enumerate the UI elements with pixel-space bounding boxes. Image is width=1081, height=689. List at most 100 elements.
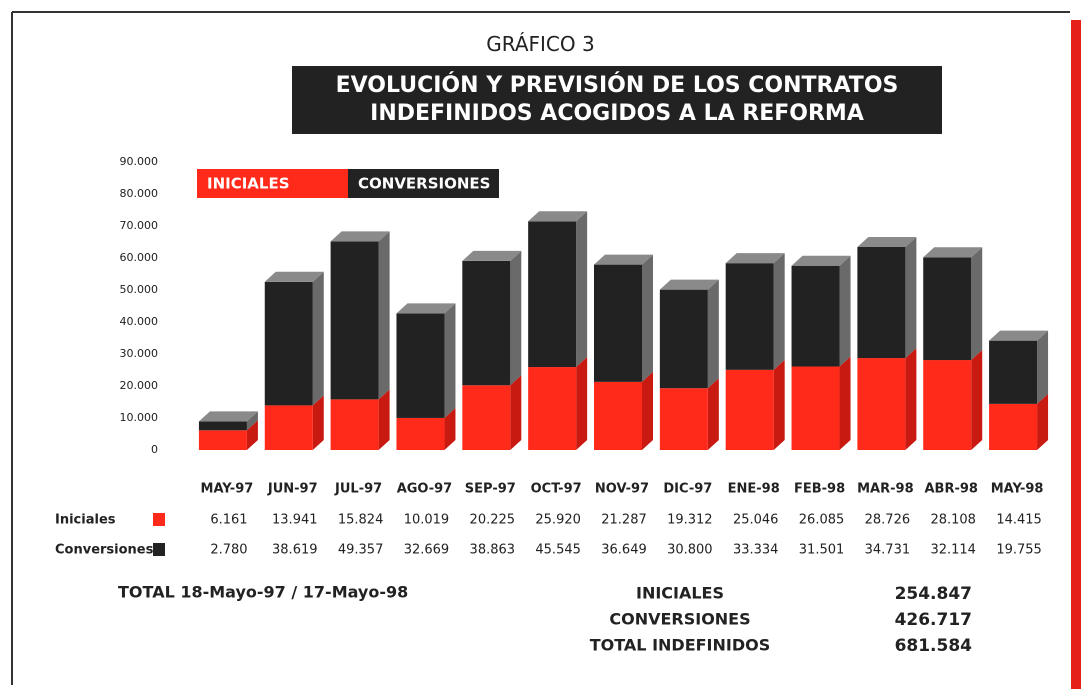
bar-side <box>312 271 324 406</box>
bar-side <box>971 350 983 450</box>
bar-side <box>378 231 390 400</box>
table-value: 25.920 <box>535 513 581 528</box>
bar <box>659 289 708 389</box>
bar-top <box>857 236 917 247</box>
x-tick-label: ENE-98 <box>728 482 780 497</box>
table-value: 33.334 <box>733 543 779 558</box>
bar <box>923 360 972 450</box>
table-value: 31.501 <box>799 543 845 558</box>
bar-side <box>642 254 653 382</box>
table-swatch <box>153 513 165 526</box>
bar <box>396 417 445 450</box>
bar-side <box>1037 393 1049 450</box>
y-tick-label: 30.000 <box>120 347 159 360</box>
x-tick-label: JUL-97 <box>334 482 382 497</box>
y-tick-label: 0 <box>151 443 158 456</box>
totals-value: 681.584 <box>895 636 973 656</box>
bar <box>198 430 247 450</box>
bar-side <box>510 250 522 386</box>
bar-top <box>330 231 390 242</box>
bar-top <box>594 254 653 265</box>
y-tick-label: 50.000 <box>120 283 159 296</box>
bar <box>923 257 972 361</box>
table-value: 19.312 <box>667 513 713 528</box>
x-tick-label: JUN-97 <box>267 482 318 497</box>
bar <box>725 369 774 450</box>
bar-side <box>378 389 390 450</box>
bar-side <box>707 279 719 389</box>
table-value: 15.824 <box>338 513 384 528</box>
bar-side <box>839 255 851 367</box>
table-value: 34.731 <box>865 543 911 558</box>
table-value: 21.287 <box>601 513 647 528</box>
table-value: 49.357 <box>338 543 384 558</box>
bar <box>264 405 313 450</box>
bar-top <box>396 303 456 314</box>
bar-side <box>642 371 653 450</box>
bar <box>462 260 511 386</box>
y-tick-label: 60.000 <box>120 251 159 264</box>
table-value: 13.941 <box>272 513 318 528</box>
table-value: 38.619 <box>272 543 318 558</box>
legend-label: INICIALES <box>207 175 290 193</box>
bar <box>330 241 379 400</box>
bar <box>725 263 774 370</box>
bar <box>857 246 906 359</box>
bar <box>791 366 840 450</box>
x-tick-label: MAR-98 <box>857 482 914 497</box>
legend-swatch <box>348 169 499 198</box>
table-value: 30.800 <box>667 543 713 558</box>
table-value: 28.726 <box>865 513 911 528</box>
bar-side <box>246 411 258 431</box>
bar-side <box>773 253 785 370</box>
x-tick-label: NOV-97 <box>595 482 649 497</box>
bar-side <box>971 247 983 361</box>
table-value: 38.863 <box>470 543 516 558</box>
table-swatch <box>153 543 165 556</box>
table-value: 2.780 <box>210 543 247 558</box>
y-tick-label: 90.000 <box>120 155 159 168</box>
bar-side <box>773 359 785 450</box>
table-value: 32.114 <box>930 543 976 558</box>
x-tick-label: AGO-97 <box>397 482 453 497</box>
y-tick-label: 10.000 <box>120 411 159 424</box>
y-tick-label: 80.000 <box>120 187 159 200</box>
totals-value: 426.717 <box>895 610 972 630</box>
bar-top <box>923 247 983 258</box>
table-value: 10.019 <box>404 513 450 528</box>
table-value: 20.225 <box>470 513 516 528</box>
totals-name: TOTAL INDEFINIDOS <box>590 636 771 655</box>
bar <box>989 340 1038 404</box>
bar-side <box>905 348 917 450</box>
totals-title: TOTAL 18-Mayo-97 / 17-Mayo-98 <box>118 583 408 602</box>
bar-side <box>576 211 588 368</box>
bar <box>791 265 840 367</box>
bar <box>594 381 642 450</box>
bar-top <box>659 279 719 290</box>
table-value: 32.669 <box>404 543 450 558</box>
bar-top <box>528 211 588 222</box>
bar-side <box>510 375 522 450</box>
bar-side <box>246 420 258 450</box>
bar-side <box>312 395 324 450</box>
totals-value: 254.847 <box>895 584 972 604</box>
x-tick-label: FEB-98 <box>794 482 845 497</box>
table-value: 19.755 <box>996 543 1042 558</box>
bar-side <box>1037 330 1049 404</box>
bar-top <box>725 253 785 264</box>
bar <box>462 385 511 450</box>
bar <box>594 264 642 382</box>
x-tick-label: DIC-97 <box>663 482 712 497</box>
frame-right <box>1071 20 1081 689</box>
x-tick-label: OCT-97 <box>531 482 582 497</box>
x-tick-label: SEP-97 <box>465 482 516 497</box>
y-tick-label: 70.000 <box>120 219 159 232</box>
bar <box>330 399 379 450</box>
y-tick-label: 20.000 <box>120 379 159 392</box>
table-value: 45.545 <box>535 543 581 558</box>
bar-top <box>462 250 522 261</box>
x-tick-label: MAY-97 <box>201 482 254 497</box>
table-value: 6.161 <box>210 513 247 528</box>
